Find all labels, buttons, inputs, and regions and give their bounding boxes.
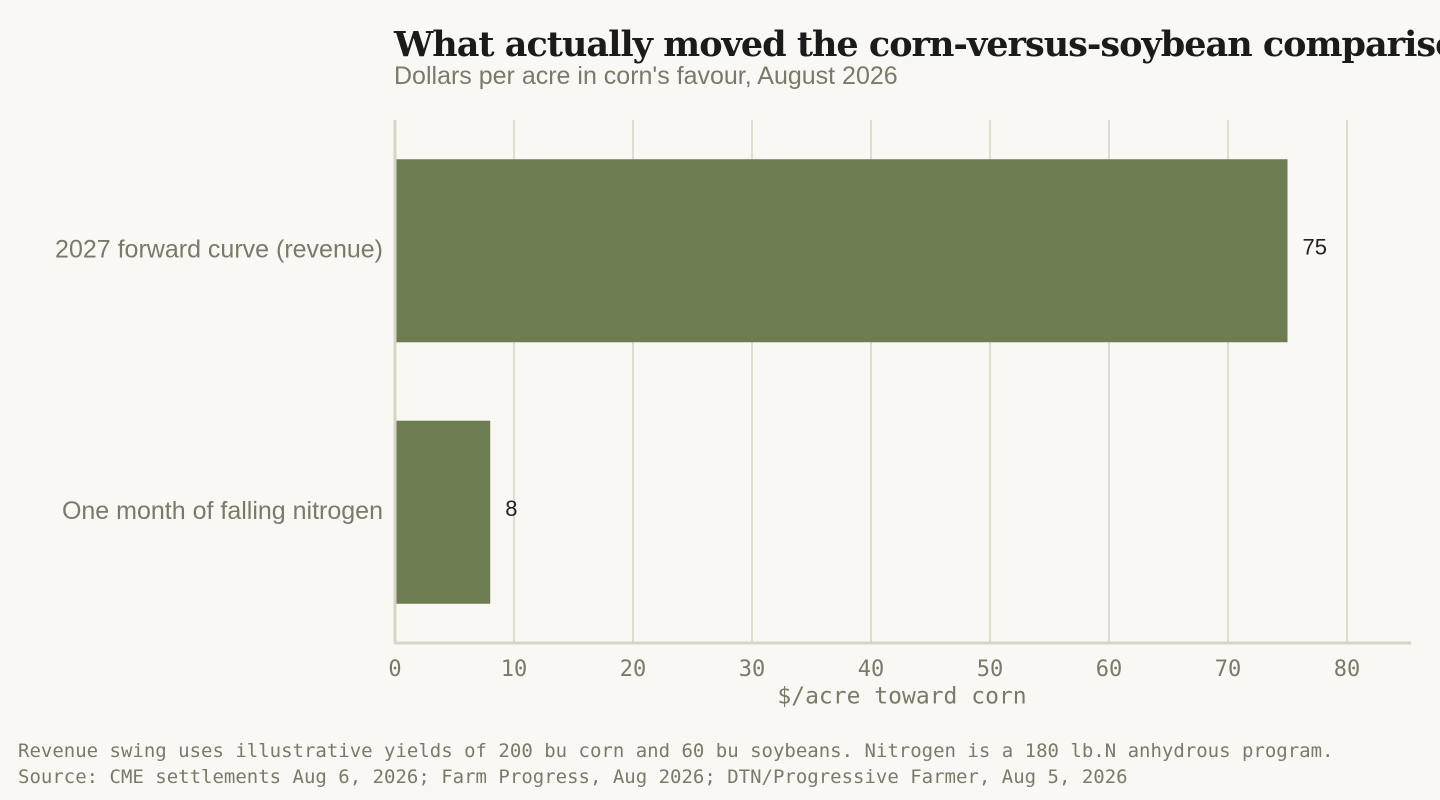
x-tick-label-20: 20 <box>620 657 647 682</box>
bar-1 <box>395 420 491 604</box>
chart-title: What actually moved the corn-versus-soyb… <box>394 24 1440 65</box>
x-tick-label-60: 60 <box>1096 657 1123 682</box>
axes: 0 10 20 30 40 50 60 70 80 $/acre toward corn <box>388 120 1411 710</box>
source-footnote: Revenue swing uses illustrative yields o… <box>18 740 1368 788</box>
bar-chart: 2027 forward curve (revenue) 75 One month … <box>55 120 1411 710</box>
chart-subtitle: Dollars per acre in corn's favour, Augus… <box>394 62 898 90</box>
x-tick-label-0: 0 <box>388 657 401 682</box>
x-tick-label-50: 50 <box>977 657 1004 682</box>
x-tick-label-10: 10 <box>501 657 528 682</box>
x-tick-label-80: 80 <box>1334 657 1361 682</box>
category-label-1: One month of falling nitrogen <box>62 497 383 525</box>
x-axis-title: $/acre toward corn <box>777 684 1026 710</box>
bars: 2027 forward curve (revenue) 75 One month … <box>55 159 1327 604</box>
category-label-0: 2027 forward curve (revenue) <box>55 235 383 263</box>
value-label-0: 75 <box>1303 235 1327 260</box>
x-tick-label-30: 30 <box>739 657 766 682</box>
x-tick-label-40: 40 <box>858 657 885 682</box>
value-label-1: 8 <box>505 496 517 521</box>
x-tick-label-70: 70 <box>1215 657 1242 682</box>
bar-0 <box>395 159 1288 343</box>
